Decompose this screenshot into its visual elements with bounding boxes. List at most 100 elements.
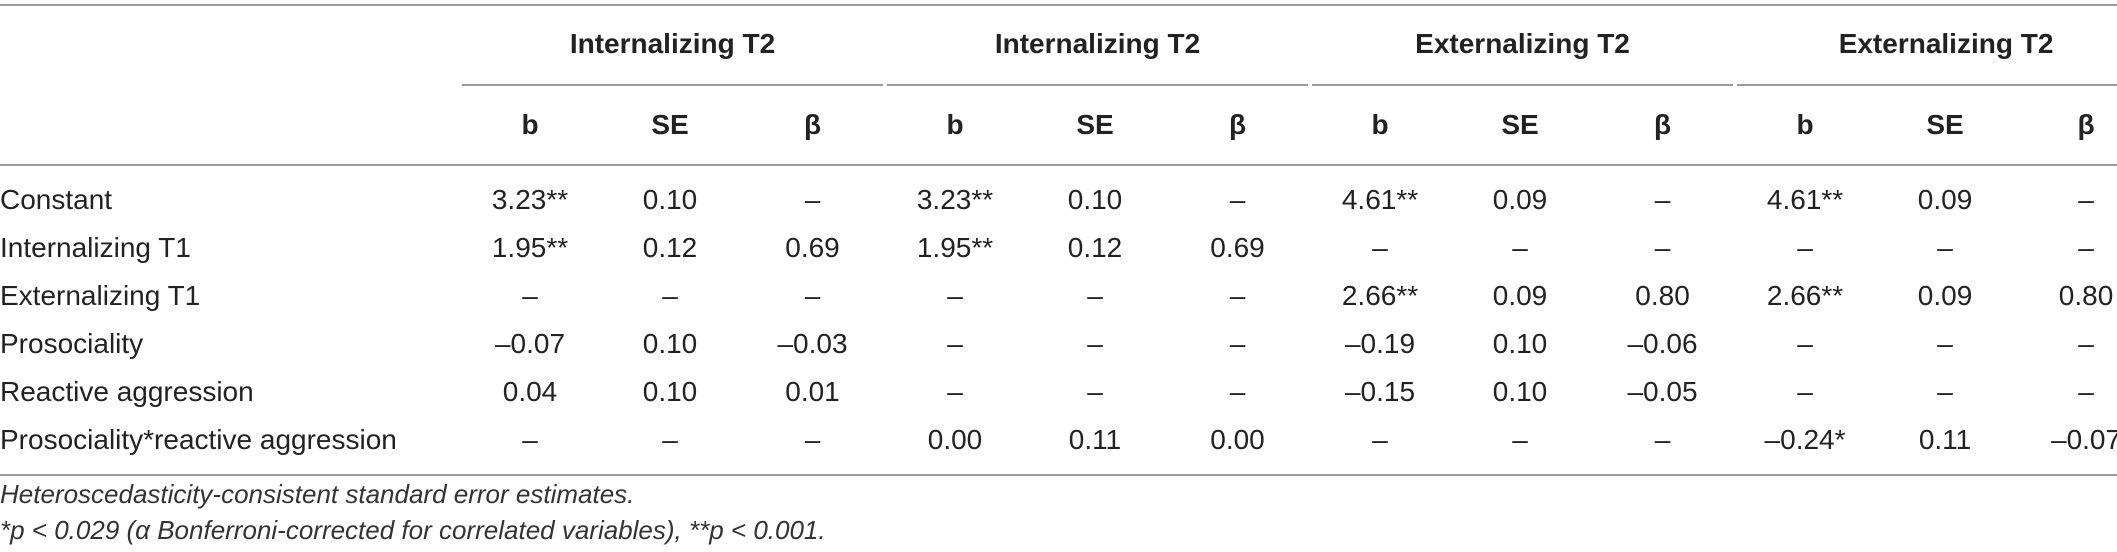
table-cell: – xyxy=(2078,232,2094,263)
table-cell: – xyxy=(1372,232,1388,263)
corner-cell xyxy=(0,86,460,165)
table-cell: – xyxy=(662,280,678,311)
group-header: Internalizing T2 xyxy=(885,5,1310,86)
table-cell: –0.07 xyxy=(494,328,566,359)
column-header: β xyxy=(803,109,822,140)
table-cell: 1.95** xyxy=(916,232,994,263)
table-cell: – xyxy=(1229,328,1246,359)
table-cell: 0.69 xyxy=(785,232,840,263)
regression-table: Internalizing T2 Internalizing T2 Extern… xyxy=(0,4,2117,476)
table-cell: – xyxy=(804,280,821,311)
table-cell: – xyxy=(2078,184,2094,215)
table-cell: 0.11 xyxy=(1068,424,1122,455)
table-cell: –0.06 xyxy=(1627,328,1698,359)
table-cell: 3.23** xyxy=(491,184,569,215)
table-cell: 3.23** xyxy=(916,184,994,215)
table-row: Prosociality*reactive aggression – – – 0.00 0… xyxy=(0,416,2117,475)
table-cell: – xyxy=(804,424,821,455)
table-cell: – xyxy=(804,184,821,215)
group-header: Externalizing T2 xyxy=(1310,5,1735,86)
table-cell: – xyxy=(1229,184,1246,215)
table-body: Constant 3.23** 0.10 – 3.23** 0.10 – 4.61** 0.09… xyxy=(0,165,2117,475)
column-header: β xyxy=(2077,109,2095,140)
table-cell: – xyxy=(1512,424,1528,455)
table-row: Externalizing T1 – – – – – – 2.66** 0.09 0.80 2.66… xyxy=(0,272,2117,320)
table-cell: – xyxy=(522,424,538,455)
row-label: Externalizing T1 xyxy=(0,280,201,311)
table-cell: – xyxy=(2078,376,2094,407)
table-cell: 4.61** xyxy=(1341,184,1419,215)
table-row: Constant 3.23** 0.10 – 3.23** 0.10 – 4.61** 0.09… xyxy=(0,165,2117,224)
column-header: SE xyxy=(1926,109,1964,140)
column-header: β xyxy=(1653,109,1672,140)
table-cell: – xyxy=(1087,376,1103,407)
table-cell: 0.80 xyxy=(2058,280,2114,311)
table-cell: 0.10 xyxy=(1067,184,1123,215)
table-cell: – xyxy=(1087,280,1103,311)
table-footnotes: Heteroscedasticity-consistent standard e… xyxy=(0,476,826,548)
table-cell: – xyxy=(1937,376,1953,407)
table-cell: 4.61** xyxy=(1766,184,1844,215)
table-cell: 0.12 xyxy=(642,232,698,263)
table-cell: 0.80 xyxy=(1635,280,1690,311)
table-cell: 0.10 xyxy=(642,376,698,407)
table-cell: – xyxy=(662,424,678,455)
table-cell: – xyxy=(1654,184,1671,215)
row-label: Prosociality xyxy=(0,328,144,359)
row-label: Reactive aggression xyxy=(0,376,254,407)
table-cell: 0.09 xyxy=(1917,184,1973,215)
column-header: β xyxy=(1228,109,1247,140)
table-cell: – xyxy=(1797,376,1813,407)
group-header: Externalizing T2 xyxy=(1735,5,2117,86)
table-cell: 0.01 xyxy=(785,376,840,407)
row-label: Internalizing T1 xyxy=(0,232,191,263)
table-cell: 0.09 xyxy=(1492,280,1548,311)
table-cell: 2.66** xyxy=(1766,280,1844,311)
table-cell: –0.03 xyxy=(777,328,848,359)
corner-cell xyxy=(0,5,460,86)
table-cell: 0.10 xyxy=(642,184,698,215)
table-cell: –0.15 xyxy=(1344,376,1416,407)
table-row: Internalizing T1 1.95** 0.12 0.69 1.95** 0.12… xyxy=(0,224,2117,272)
column-header: b xyxy=(521,109,539,140)
table-cell: 0.69 xyxy=(1210,232,1265,263)
table-cell: – xyxy=(1087,328,1103,359)
table-cell: – xyxy=(1229,280,1246,311)
table-cell: 0.00 xyxy=(927,424,983,455)
table-cell: – xyxy=(1937,328,1953,359)
table-cell: –0.05 xyxy=(1627,376,1698,407)
table-row: Prosociality –0.07 0.10 –0.03 – – – –0.19 0.10 –0… xyxy=(0,320,2117,368)
table-cell: 0.10 xyxy=(642,328,698,359)
table-cell: 2.66** xyxy=(1341,280,1419,311)
column-header: b xyxy=(1371,109,1389,140)
table-cell: – xyxy=(947,376,963,407)
table-cell: – xyxy=(1797,328,1813,359)
column-header: b xyxy=(1796,109,1814,140)
table-cell: –0.07 xyxy=(2051,424,2117,455)
table-cell: 0.12 xyxy=(1067,232,1123,263)
group-header-row: Internalizing T2 Internalizing T2 Extern… xyxy=(0,5,2117,86)
group-header: Internalizing T2 xyxy=(460,5,885,86)
table-cell: – xyxy=(1372,424,1388,455)
footnote: *p < 0.029 (α Bonferroni-corrected for c… xyxy=(0,515,826,545)
table-cell: 0.10 xyxy=(1492,376,1548,407)
table-cell: – xyxy=(1654,232,1671,263)
table-cell: 0.11 xyxy=(1918,424,1972,455)
table-cell: 0.10 xyxy=(1492,328,1548,359)
column-header: b xyxy=(946,109,964,140)
table-cell: – xyxy=(1797,232,1813,263)
table-cell: – xyxy=(2078,328,2094,359)
table-cell: – xyxy=(1229,376,1246,407)
table-cell: 0.09 xyxy=(1492,184,1548,215)
table-cell: 0.00 xyxy=(1210,424,1265,455)
column-header: SE xyxy=(1501,109,1539,140)
table-cell: – xyxy=(947,328,963,359)
table-row: Reactive aggression 0.04 0.10 0.01 – – – –0.15 0… xyxy=(0,368,2117,416)
table-cell: 0.04 xyxy=(502,376,558,407)
column-header: SE xyxy=(1076,109,1114,140)
table-cell: – xyxy=(522,280,538,311)
subheader-row: b SE β b SE β b SE β b SE β xyxy=(0,86,2117,165)
row-label: Constant xyxy=(0,184,113,215)
table-cell: 1.95** xyxy=(491,232,569,263)
